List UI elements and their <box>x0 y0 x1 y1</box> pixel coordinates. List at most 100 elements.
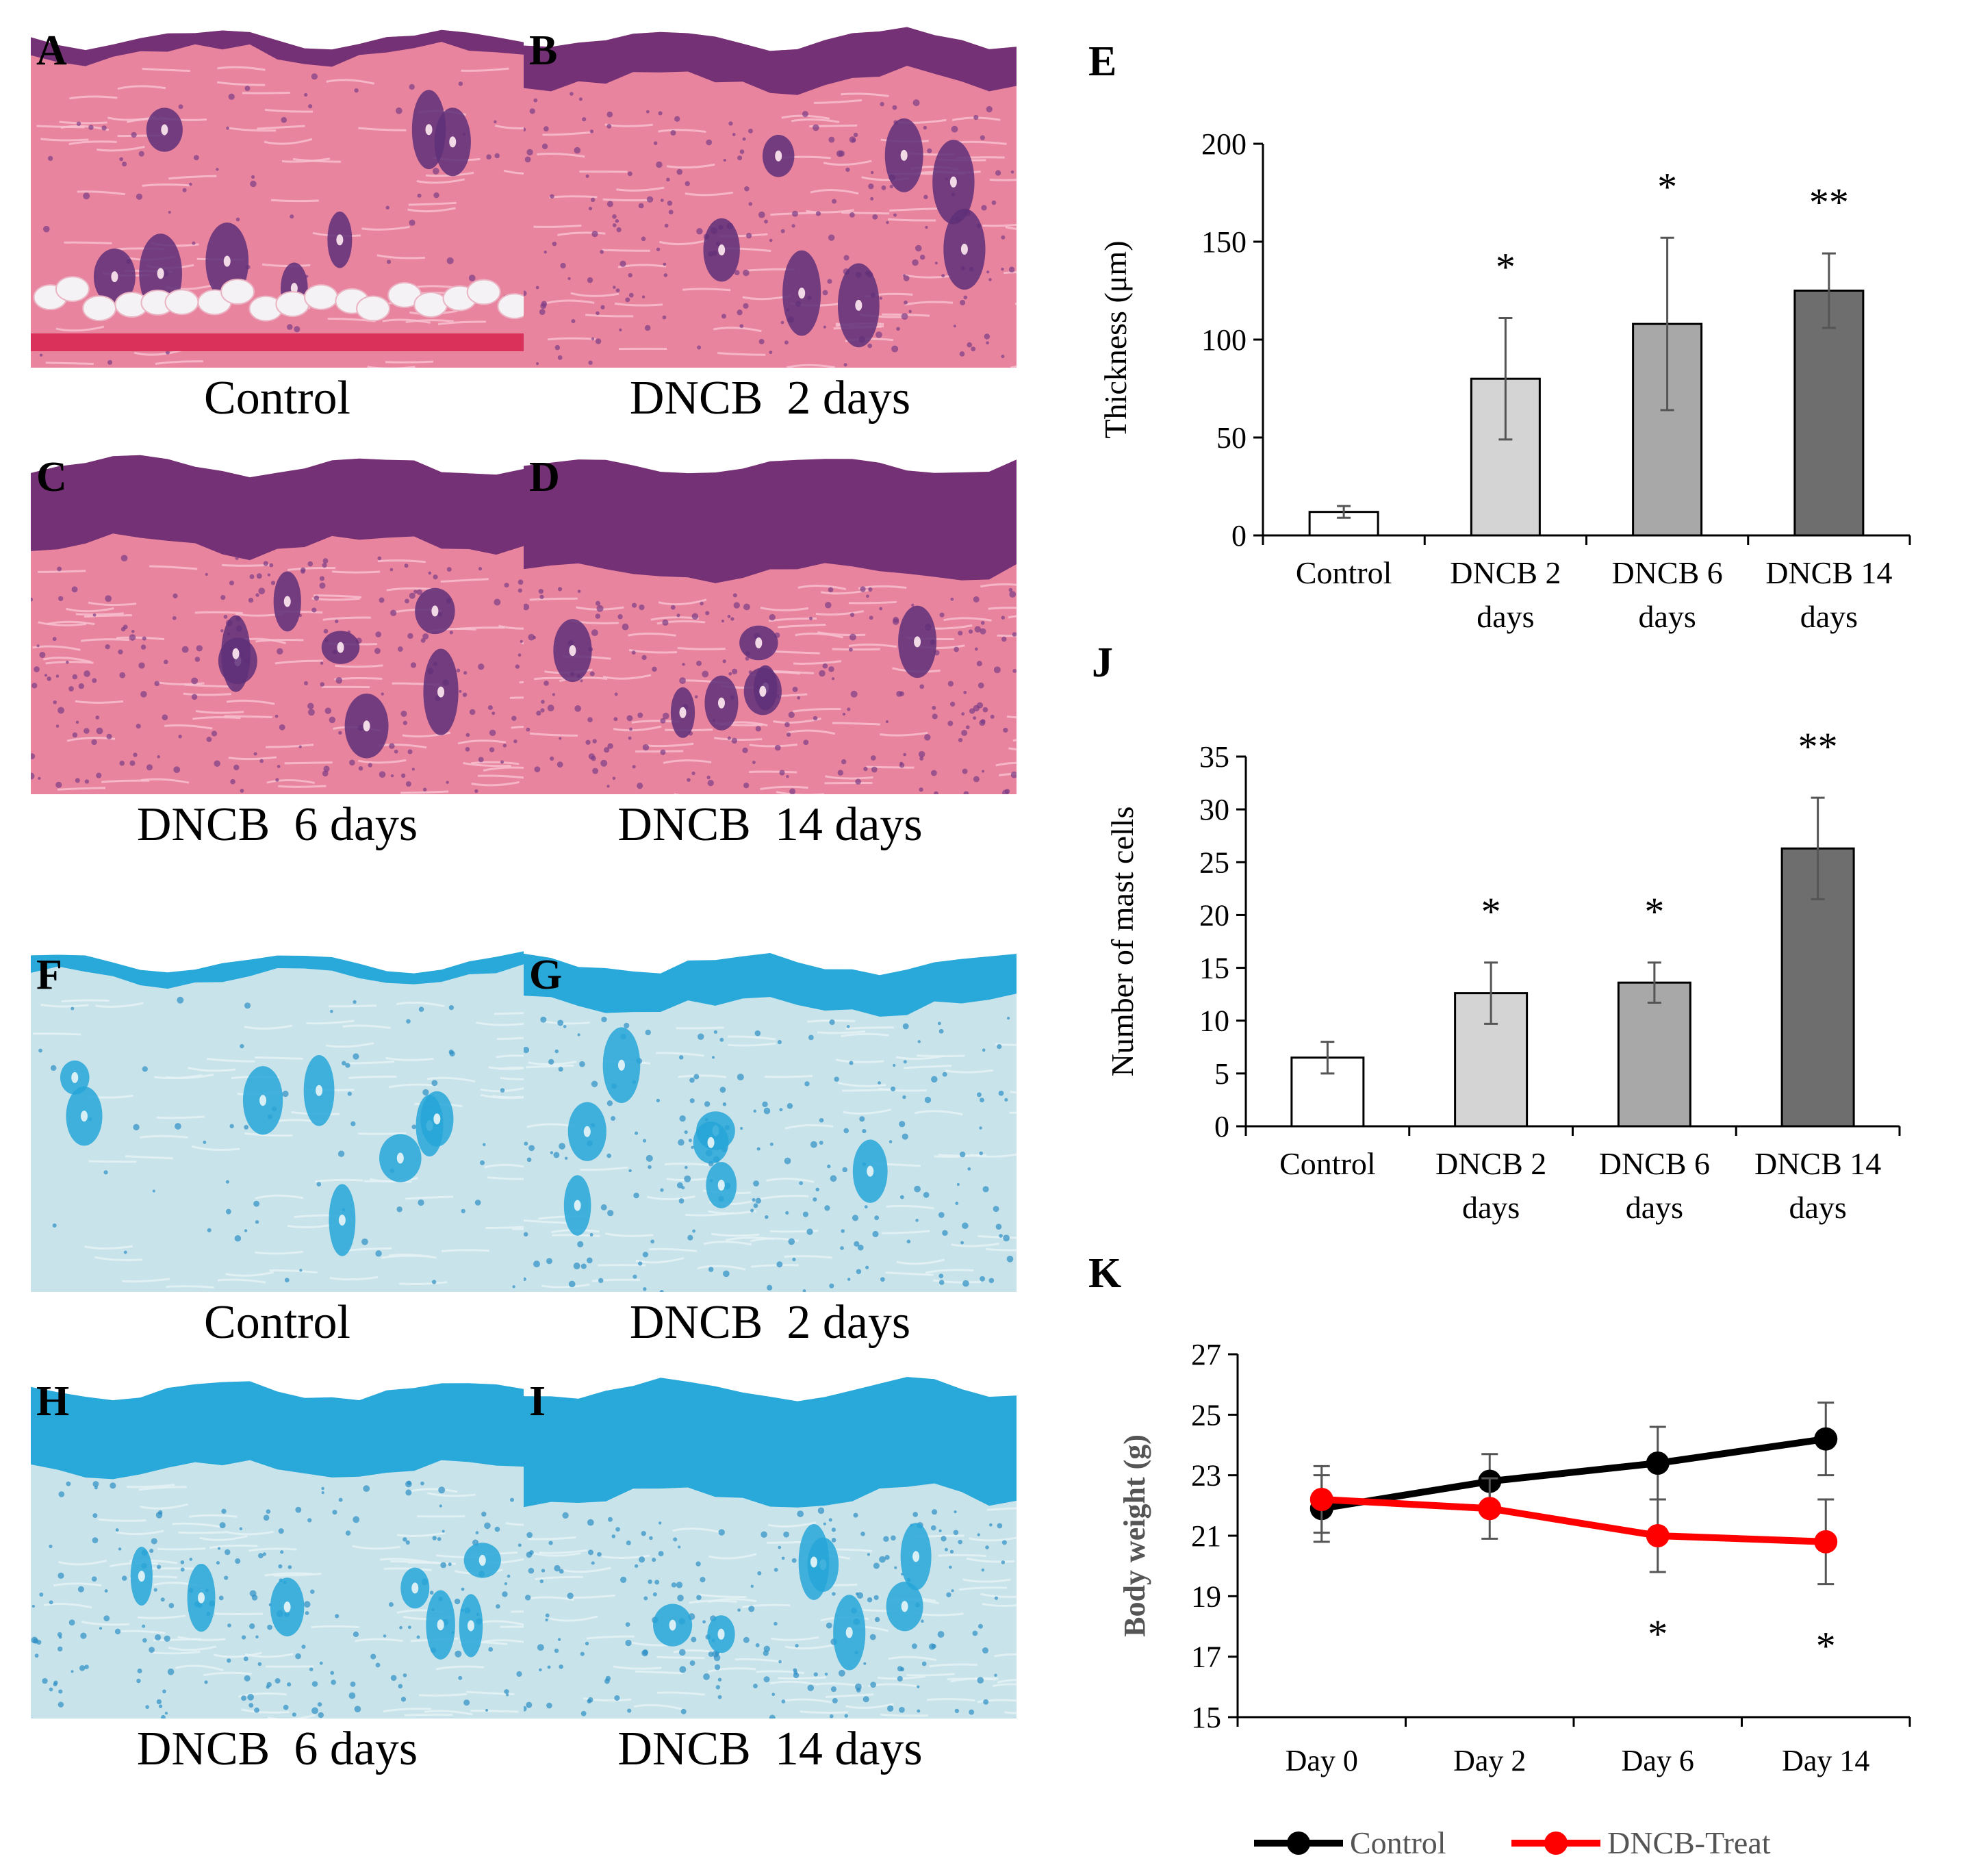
collagen-fiber <box>767 1521 817 1528</box>
collagen-fiber <box>168 1645 217 1651</box>
cell-nucleus <box>885 720 889 724</box>
cell-nucleus <box>267 1624 272 1630</box>
cell-nucleus <box>646 1154 653 1162</box>
cell-nucleus <box>516 1671 522 1677</box>
collagen-fiber <box>614 302 663 307</box>
epidermis-layer <box>31 1381 524 1480</box>
cell-nucleus <box>546 1258 552 1265</box>
cell-nucleus <box>743 603 750 611</box>
collagen-fiber <box>707 1667 756 1673</box>
cell-nucleus <box>560 262 566 269</box>
cell-nucleus <box>95 715 100 720</box>
cell-nucleus <box>930 1525 936 1531</box>
collagen-fiber <box>38 570 86 573</box>
cell-nucleus <box>613 286 616 289</box>
collagen-fiber <box>269 1269 318 1273</box>
collagen-fiber <box>888 218 936 222</box>
cell-nucleus <box>269 563 274 568</box>
cell-nucleus <box>763 1676 770 1683</box>
bar-2 <box>1470 377 1541 537</box>
cell-nucleus <box>529 1550 534 1555</box>
collagen-fiber <box>424 1710 473 1716</box>
slide-background <box>524 1366 1017 1402</box>
cell-nucleus <box>536 362 539 366</box>
cell-nucleus <box>318 1712 324 1719</box>
significance-marker: * <box>1481 889 1501 934</box>
cell-nucleus <box>954 1708 959 1714</box>
collagen-fiber <box>793 660 842 665</box>
cell-nucleus <box>266 1685 270 1689</box>
cell-nucleus <box>249 1590 257 1597</box>
collagen-fiber <box>116 636 165 641</box>
cell-nucleus <box>546 1702 552 1709</box>
cell-nucleus <box>998 1090 1004 1096</box>
cell-nucleus <box>687 778 691 782</box>
cell-nucleus <box>253 752 257 756</box>
cell-nucleus <box>287 1565 292 1569</box>
cell-nucleus <box>216 1561 220 1565</box>
cell-nucleus <box>311 73 318 80</box>
cell-nucleus <box>439 1504 442 1508</box>
y-tick-label: 20 <box>1199 898 1229 932</box>
cell-nucleus <box>395 107 402 114</box>
cell-nucleus <box>841 759 847 765</box>
collagen-fiber <box>1008 615 1017 619</box>
cell-nucleus <box>577 590 581 594</box>
cell-nucleus <box>220 629 224 633</box>
collagen-fiber <box>602 249 650 252</box>
cell-nucleus <box>995 170 1001 176</box>
cell-nucleus <box>511 715 517 721</box>
cell-nucleus <box>961 712 965 716</box>
cell-nucleus <box>857 1244 864 1251</box>
cell-nucleus <box>831 1528 836 1532</box>
cell-nucleus <box>806 1228 813 1235</box>
collagen-fiber <box>982 1602 1017 1607</box>
collagen-fiber <box>88 1160 137 1163</box>
cell-nucleus <box>755 726 761 732</box>
cell-nucleus <box>641 236 646 242</box>
cell-nucleus <box>780 320 784 325</box>
cell-nucleus <box>250 180 257 188</box>
cell-nucleus <box>896 327 900 331</box>
cell-nucleus <box>494 120 497 124</box>
collagen-fiber <box>549 195 598 199</box>
cell-nucleus <box>409 219 416 226</box>
cell-nucleus <box>71 1006 75 1011</box>
cell-nucleus <box>71 1670 74 1673</box>
cell-nucleus <box>234 1235 242 1242</box>
cell-nucleus <box>94 1486 98 1490</box>
collagen-fiber <box>658 598 707 606</box>
cell-nucleus <box>524 1046 530 1054</box>
cell-nucleus <box>723 158 726 162</box>
collagen-fiber <box>658 129 706 134</box>
epidermis-layer <box>524 459 1017 583</box>
collagen-fiber <box>841 1088 890 1092</box>
collagen-fiber <box>346 1061 395 1065</box>
collagen-fiber <box>817 631 866 637</box>
y-tick-label: 50 <box>1216 421 1247 455</box>
cell-nucleus <box>696 660 702 666</box>
cell-nucleus <box>547 705 554 712</box>
cell-nucleus <box>944 1547 948 1551</box>
data-point <box>1814 1530 1838 1554</box>
cell-nucleus <box>84 1664 89 1669</box>
follicle-lumen <box>617 1059 625 1071</box>
cell-nucleus <box>980 621 985 625</box>
collagen-fiber <box>416 178 465 184</box>
cell-nucleus <box>713 1030 717 1034</box>
cell-nucleus <box>904 300 908 305</box>
cell-nucleus <box>225 1180 229 1184</box>
cell-nucleus <box>867 343 873 348</box>
cell-nucleus <box>554 1564 561 1572</box>
cell-nucleus <box>573 1262 580 1269</box>
cell-nucleus <box>544 681 549 686</box>
cell-nucleus <box>776 1261 783 1268</box>
cell-nucleus <box>547 1665 551 1669</box>
collagen-fiber <box>845 1703 894 1709</box>
y-tick-label: 19 <box>1191 1580 1221 1613</box>
collagen-fiber <box>287 566 336 571</box>
collagen-fiber <box>800 1710 848 1714</box>
cell-nucleus <box>400 710 407 717</box>
cell-nucleus <box>175 1123 181 1130</box>
follicle-lumen <box>467 1620 474 1632</box>
